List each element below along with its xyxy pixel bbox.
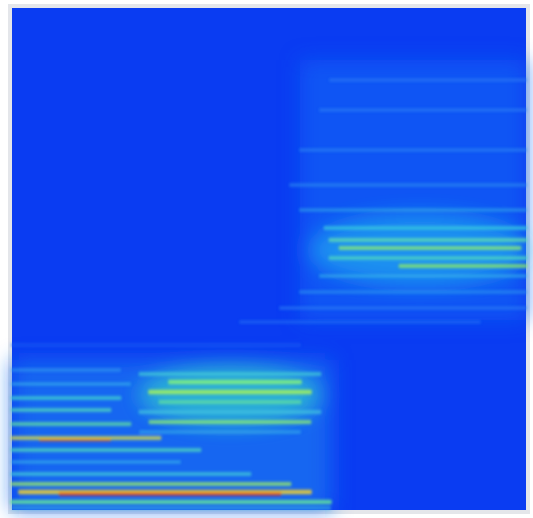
streaks-upper-right [11, 79, 528, 346]
streaks-lower-left [10, 369, 332, 509]
haze [310, 215, 530, 285]
